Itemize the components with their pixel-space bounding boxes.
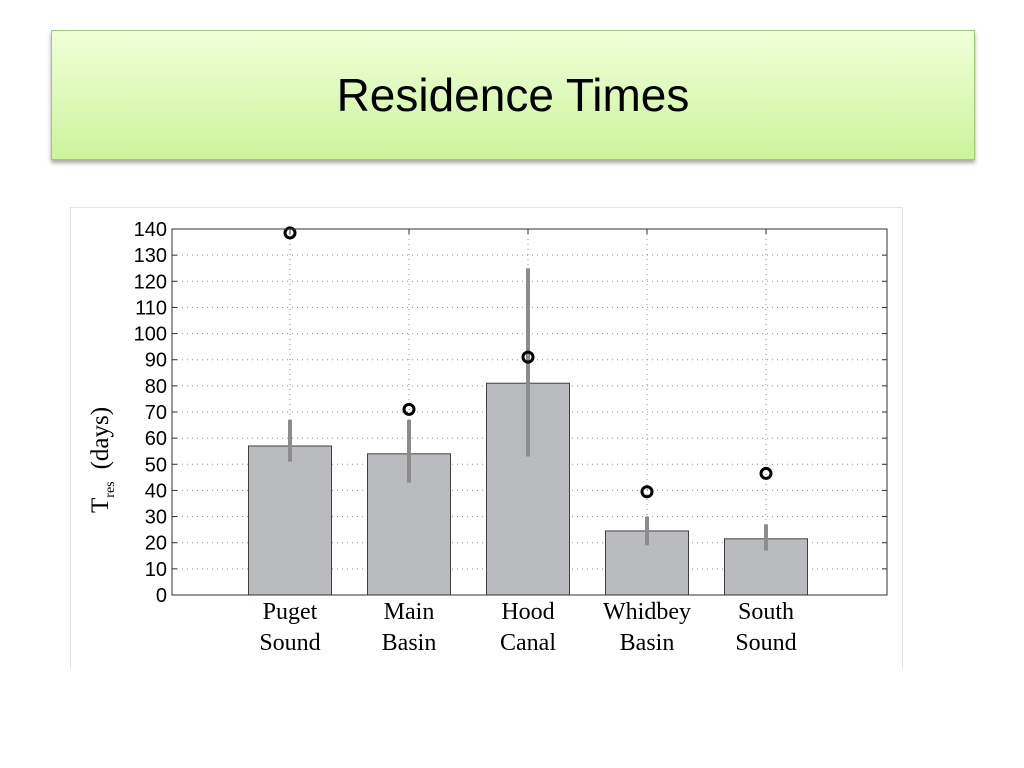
- title-banner: Residence Times: [51, 30, 975, 160]
- y-tick-label: 40: [145, 480, 167, 502]
- marker-point: [521, 350, 535, 364]
- y-tick-label: 110: [135, 297, 167, 319]
- y-tick-label: 80: [145, 376, 167, 398]
- markers: [283, 226, 773, 499]
- y-tick-label: 130: [134, 245, 167, 267]
- x-tick-label: Sound: [735, 630, 796, 656]
- x-tick-label: South: [738, 599, 794, 625]
- slide-title: Residence Times: [336, 69, 690, 121]
- residence-time-bar-chart: 0 10 20 30 40 50 60 70 80 90 100 110 120 130 140 Puget…: [87, 219, 888, 656]
- y-tick-label: 10: [145, 559, 167, 581]
- x-tick-label: Basin: [382, 630, 437, 656]
- y-tick-labels: 0 10 20 30 40 50 60 70 80 90 100 110 120 130 140: [134, 219, 167, 607]
- x-tick-label: Hood: [501, 599, 554, 625]
- chart-figure: 0 10 20 30 40 50 60 70 80 90 100 110 120 130 140 Puget…: [70, 207, 903, 669]
- y-tick-label: 100: [134, 324, 167, 346]
- marker-point: [402, 402, 416, 416]
- x-tick-label: Puget: [263, 599, 318, 625]
- y-tick-label: 120: [134, 271, 167, 293]
- y-tick-label: 90: [145, 350, 167, 372]
- y-tick-label: 20: [145, 533, 167, 555]
- y-tick-label: 50: [145, 454, 167, 476]
- x-tick-label: Sound: [259, 630, 320, 656]
- y-tick-label: 140: [134, 219, 167, 241]
- x-tick-label: Main: [384, 599, 435, 625]
- plot-frame: [171, 228, 888, 596]
- x-tick-label: Canal: [500, 630, 556, 656]
- y-tick-label: 30: [145, 507, 167, 529]
- marker-point: [759, 466, 773, 480]
- x-tick-labels: Puget Sound Main Basin Hood Canal Whidbey Basin…: [259, 599, 796, 656]
- x-tick-label: Whidbey: [603, 599, 691, 625]
- y-axis-label-unit: (days): [87, 407, 114, 469]
- x-tick-label: Basin: [620, 630, 675, 656]
- y-tick-label: 70: [145, 402, 167, 424]
- y-axis-label: Tres (days): [87, 407, 118, 513]
- marker-point: [640, 485, 654, 499]
- bar: [248, 445, 332, 596]
- y-axis-label-main: T: [87, 498, 114, 513]
- y-tick-label: 0: [156, 585, 167, 607]
- marker-point: [283, 226, 297, 240]
- y-tick-label: 60: [145, 428, 167, 450]
- y-axis-label-subscript: res: [103, 481, 118, 497]
